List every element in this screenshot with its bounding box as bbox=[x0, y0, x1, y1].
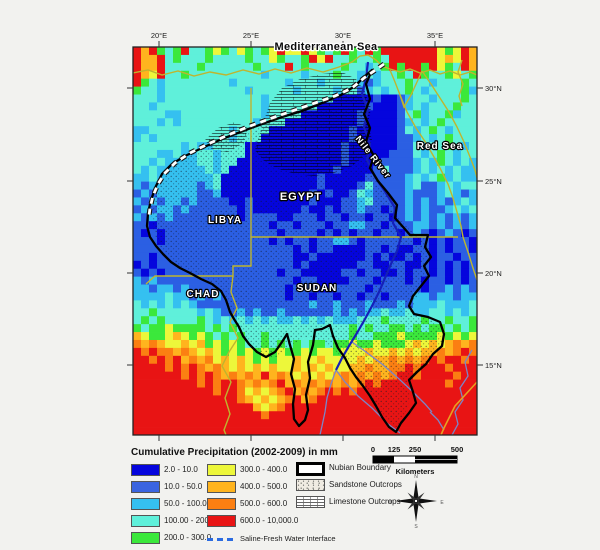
longitude-tick-label: 20°E bbox=[151, 31, 167, 40]
sandstone-outcrops-region bbox=[151, 90, 442, 430]
libya-chad-border bbox=[145, 237, 252, 285]
red-sea-east-coast bbox=[421, 70, 477, 179]
scale-bar: 0 125 250 500 Kilometers bbox=[371, 445, 463, 476]
scale-bar-number: 125 bbox=[388, 445, 401, 454]
compass-letter: W bbox=[388, 500, 393, 506]
limestone-outcrops-region bbox=[255, 72, 372, 176]
sinai-coast bbox=[389, 69, 423, 109]
border-road-line bbox=[440, 381, 477, 435]
rivers bbox=[319, 341, 473, 435]
mediterranean-coastline bbox=[133, 54, 477, 77]
latitude-tick-label: 20°N bbox=[485, 269, 502, 278]
levant-border bbox=[457, 59, 464, 107]
saline-fresh-water-interface bbox=[146, 61, 386, 217]
white-nile-river bbox=[319, 369, 337, 435]
map-label-libya: LIBYA bbox=[208, 215, 242, 226]
longitude-tick-label: 30°E bbox=[335, 31, 351, 40]
scale-bar-number: 250 bbox=[409, 445, 422, 454]
nubian-boundary bbox=[145, 68, 446, 434]
map-label-egypt: EGYPT bbox=[280, 191, 322, 203]
river-squiggle-2 bbox=[429, 411, 445, 431]
map-label-mediterranean-sea: Mediterranean Sea bbox=[275, 41, 379, 53]
scale-bar-number: 500 bbox=[451, 445, 464, 454]
latitude-tick-label: 15°N bbox=[485, 361, 502, 370]
map-label-sudan: SUDAN bbox=[297, 283, 338, 294]
river-squiggle-1 bbox=[451, 349, 473, 435]
atbara-river bbox=[351, 341, 433, 413]
longitude-tick-label: 25°E bbox=[243, 31, 259, 40]
scale-bar-number: 0 bbox=[371, 445, 375, 454]
compass-letter: S bbox=[414, 524, 418, 530]
latitude-tick-label: 25°N bbox=[485, 177, 502, 186]
blue-nile-river bbox=[335, 369, 401, 434]
graticule-ticks: 20°E 25°E 30°E 35°E 30°N 25°N 20°N 15°N bbox=[127, 31, 502, 441]
scale-bar-unit: Kilometers bbox=[396, 467, 435, 476]
longitude-tick-label: 35°E bbox=[427, 31, 443, 40]
compass-letter: N bbox=[414, 474, 418, 480]
chad-sudan-border bbox=[221, 275, 239, 435]
map-label-red-sea: Red Sea bbox=[417, 141, 463, 152]
country-borders bbox=[133, 54, 477, 435]
red-sea-west-coast bbox=[399, 94, 477, 281]
map-label-chad: CHAD bbox=[187, 289, 220, 300]
latitude-tick-label: 30°N bbox=[485, 84, 502, 93]
map-frame bbox=[132, 46, 478, 436]
compass-letter: E bbox=[440, 500, 444, 506]
compass-rose-icon: N E S W bbox=[388, 474, 445, 530]
